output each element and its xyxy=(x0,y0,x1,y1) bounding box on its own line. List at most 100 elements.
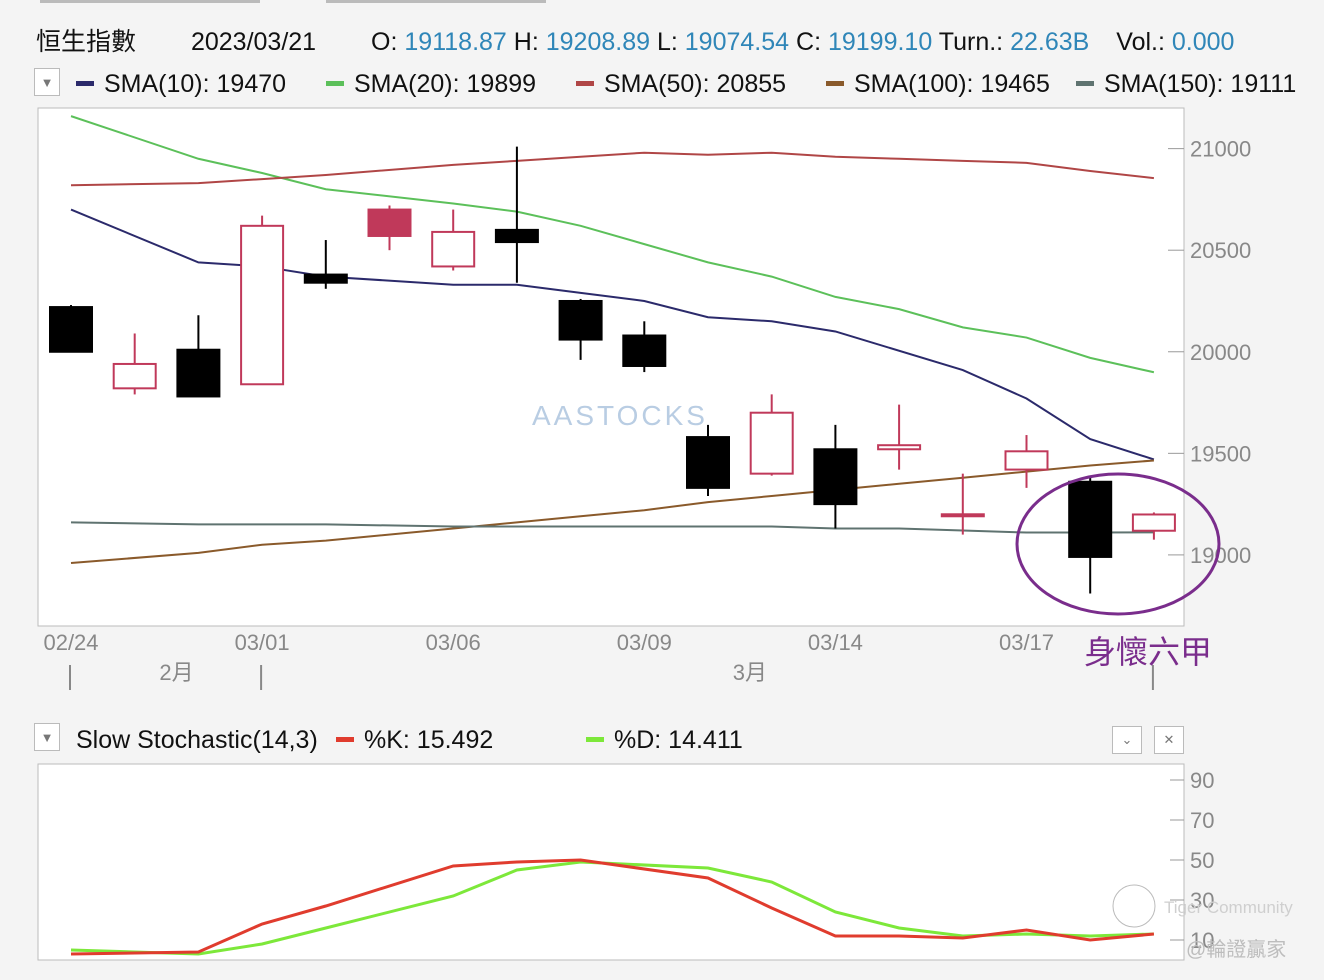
candle xyxy=(49,305,93,353)
candle-body xyxy=(494,228,539,244)
candle-body xyxy=(813,448,858,506)
turnover-label: Turn.: xyxy=(938,28,1004,56)
candle xyxy=(1131,512,1176,540)
close-label: C: xyxy=(796,28,822,56)
legend-swatch xyxy=(326,80,344,86)
candle-body xyxy=(686,436,730,489)
plot-area xyxy=(37,107,1185,627)
candle xyxy=(494,146,539,283)
stoch-y-tick-label: 10 xyxy=(1190,928,1214,953)
quote-date: 2023/03/21 xyxy=(190,28,317,56)
legend-swatch xyxy=(586,736,604,742)
sma-line-sma100 xyxy=(70,459,1154,565)
candle-body xyxy=(49,306,93,353)
open-label: O: xyxy=(371,28,398,56)
candle-body xyxy=(877,444,922,451)
candle-body xyxy=(940,513,985,518)
candle-body xyxy=(367,208,412,237)
legend-sma50: SMA(50): 20855 xyxy=(576,70,786,99)
stoch-lines xyxy=(70,858,1155,956)
chevron-down-icon: ⌄ xyxy=(1121,732,1133,747)
legend-swatch xyxy=(826,80,844,86)
price-axis: 21000 20500 20000 19500 19000 xyxy=(1168,137,1251,568)
tiger-logo-ring xyxy=(1112,884,1156,928)
candle xyxy=(686,424,730,496)
legend-sma20: SMA(20): 19899 xyxy=(326,70,536,99)
index-name: 恒生指數 xyxy=(36,28,137,56)
legend-swatch xyxy=(336,736,354,742)
candle xyxy=(176,315,221,398)
y-tick-label: 20000 xyxy=(1190,340,1251,365)
y-tick-label: 21000 xyxy=(1190,137,1251,162)
candle-body xyxy=(749,411,794,475)
candle-body xyxy=(240,224,285,386)
legend-d: %D: 14.411 xyxy=(586,726,743,755)
sma-line-sma20 xyxy=(70,115,1155,374)
x-tick-label: 03/06 xyxy=(426,630,481,655)
price-chart[interactable]: AASTOCKS 21000 20500 20000 19500 19000 02/24… xyxy=(0,100,1324,700)
candle-body xyxy=(622,334,667,367)
candle-body xyxy=(303,273,348,284)
tab-stub-left xyxy=(40,0,260,3)
legend-sma100: SMA(100): 19465 xyxy=(826,70,1050,99)
legend-swatch xyxy=(576,80,594,86)
candle xyxy=(877,404,922,470)
legend-swatch xyxy=(1076,80,1094,86)
stoch-y-tick-label: 50 xyxy=(1190,848,1214,873)
main-panel-toggle-button[interactable]: ▼ xyxy=(34,68,60,96)
author-watermark: @輪證贏家 xyxy=(1186,938,1286,961)
tiger-community-badge: Tiger Community @輪證贏家 xyxy=(1111,883,1293,961)
candle xyxy=(240,215,285,386)
candles xyxy=(49,146,1176,594)
watermark-text: AASTOCKS xyxy=(532,400,708,431)
community-watermark: Tiger Community xyxy=(1164,898,1293,917)
stoch-y-tick-label: 70 xyxy=(1190,808,1214,833)
candle-body xyxy=(1068,480,1113,558)
high-value: 19208.89 xyxy=(545,28,651,56)
annotation-circle xyxy=(1015,472,1221,616)
close-value: 19199.10 xyxy=(827,28,933,56)
candle xyxy=(558,298,603,360)
candle-body xyxy=(176,348,221,398)
candle xyxy=(940,473,985,535)
candle-body xyxy=(112,362,157,390)
annotation-text: 身懷六甲 xyxy=(1084,634,1212,670)
chevron-down-icon: ▼ xyxy=(40,729,54,745)
collapse-panel-button[interactable]: ⌄ xyxy=(1112,726,1142,754)
candle xyxy=(303,240,348,289)
stoch-k-line xyxy=(70,858,1155,956)
sma-line-sma50 xyxy=(70,151,1155,187)
close-icon: ✕ xyxy=(1163,732,1175,747)
candle xyxy=(622,321,667,373)
legend-sma150: SMA(150): 19111 xyxy=(1076,70,1296,99)
candle xyxy=(112,333,157,395)
sma-lines xyxy=(70,115,1155,565)
open-value: 19118.87 xyxy=(404,28,507,56)
stoch-y-tick-label: 90 xyxy=(1190,768,1214,793)
sma-line-sma150 xyxy=(70,521,1154,534)
month-label: 2月 xyxy=(159,660,193,685)
candle xyxy=(749,394,794,476)
candle xyxy=(813,424,858,529)
stoch-y-tick-label: 30 xyxy=(1190,888,1214,913)
low-value: 19074.54 xyxy=(684,28,790,56)
stochastic-chart[interactable]: 90 70 50 30 10 Tiger Community @輪證贏家 xyxy=(0,760,1324,980)
y-tick-label: 19000 xyxy=(1190,543,1251,568)
legend-k: %K: 15.492 xyxy=(336,726,493,755)
candle-body xyxy=(558,299,603,341)
y-tick-label: 20500 xyxy=(1190,238,1251,263)
stoch-panel-toggle-button[interactable]: ▼ xyxy=(34,723,60,751)
turnover-value: 22.63B xyxy=(1010,28,1090,56)
candle xyxy=(1068,477,1113,594)
close-panel-button[interactable]: ✕ xyxy=(1154,726,1184,754)
stochastic-title: Slow Stochastic(14,3) xyxy=(76,726,318,754)
candle-body xyxy=(1131,513,1176,532)
high-label: H: xyxy=(513,28,539,56)
date-axis: 02/24 03/01 03/06 03/09 03/14 03/17 2月 3月 xyxy=(43,630,1154,690)
candle-body xyxy=(1004,450,1049,471)
chevron-down-icon: ▼ xyxy=(40,74,54,90)
x-tick-label: 03/09 xyxy=(617,630,672,655)
tab-stub-right xyxy=(326,0,546,3)
legend-swatch xyxy=(76,80,94,86)
low-label: L: xyxy=(656,28,678,56)
